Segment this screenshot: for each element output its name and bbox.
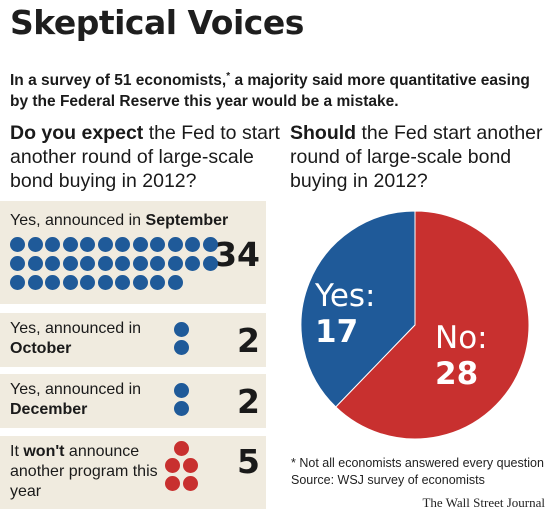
- dot-22: [167, 256, 183, 271]
- dot-29: [80, 275, 95, 290]
- dot-5: [183, 476, 198, 491]
- dot-28: [62, 275, 78, 290]
- row-label-bold: September: [145, 212, 229, 229]
- row-october: Yes, announced in October 2: [0, 313, 266, 367]
- source: Source: WSJ survey of economists: [291, 473, 485, 487]
- dot-2: [174, 340, 189, 355]
- dot-21: [150, 256, 165, 271]
- row-december: Yes, announced in December 2: [0, 374, 266, 428]
- pie-svg: [300, 210, 530, 440]
- dot-19: [115, 256, 130, 271]
- dot-11: [185, 237, 200, 252]
- subtitle-rest: a majority said more quantitative easing…: [10, 72, 530, 111]
- row-label-bold: October: [10, 340, 72, 357]
- row-label: Yes, announced in December: [10, 380, 160, 420]
- left-question-rest: the Fed to start another round of large-…: [10, 122, 280, 192]
- pie-value-yes: 17: [315, 314, 359, 350]
- chart-title: Skeptical Voices: [10, 3, 304, 42]
- pie-chart: Yes: 17 No: 28: [290, 200, 555, 450]
- dot-26: [27, 275, 43, 290]
- row-label-post: announce another program this year: [10, 443, 158, 500]
- dot-2: [165, 458, 180, 473]
- footnote-marker: *: [226, 71, 231, 82]
- dot-2: [174, 401, 189, 416]
- pie-label-yes-text: Yes:: [315, 278, 376, 314]
- dot-31: [115, 275, 130, 290]
- row-label-pre: Yes, announced in: [10, 212, 146, 229]
- pie-label-no: No: 28: [435, 320, 488, 392]
- dot-25: [10, 275, 25, 290]
- dot-10: [167, 237, 183, 252]
- dot-7: [115, 237, 130, 252]
- row-label-bold: won't: [23, 443, 65, 460]
- dot-4: [165, 476, 180, 491]
- dot-5: [80, 237, 95, 252]
- row-count: 2: [237, 321, 260, 360]
- pie-slice-yes: [300, 210, 416, 408]
- dot-34: [167, 275, 183, 290]
- dot-15: [45, 256, 60, 271]
- left-question-lead: Do you expect: [10, 122, 144, 144]
- row-label-pre: It: [10, 443, 24, 460]
- row-label-pre: Yes, announced in: [10, 320, 142, 337]
- dot-14: [27, 256, 43, 271]
- dot-20: [132, 256, 148, 271]
- row-label: Yes, announced in September: [10, 211, 228, 231]
- dot-12: [202, 237, 218, 252]
- subtitle-main: In a survey of 51 economists,: [10, 72, 227, 90]
- chart-subtitle: In a survey of 51 economists,* a majorit…: [10, 66, 530, 112]
- pie-label-yes: Yes: 17: [315, 278, 376, 350]
- dot-17: [80, 256, 95, 271]
- pie-slice-no: [335, 210, 530, 440]
- row-label: Yes, announced in October: [10, 319, 160, 359]
- row-label-pre: Yes, announced in: [10, 381, 142, 398]
- row-label-bold: December: [10, 401, 88, 418]
- left-question: Do you expect the Fed to start another r…: [10, 121, 280, 193]
- dot-16: [62, 256, 78, 271]
- dot-1: [174, 322, 189, 337]
- dot-1: [10, 237, 25, 252]
- dot-2: [27, 237, 43, 252]
- dot-1: [174, 383, 189, 398]
- dot-33: [150, 275, 165, 290]
- dot-8: [132, 237, 148, 252]
- dot-6: [97, 237, 113, 252]
- dot-30: [97, 275, 113, 290]
- dot-9: [150, 237, 165, 252]
- footnote: * Not all economists answered every ques…: [291, 456, 544, 470]
- credit: The Wall Street Journal: [422, 495, 545, 510]
- dot-1: [174, 441, 189, 456]
- dot-18: [97, 256, 113, 271]
- pie-label-no-text: No:: [435, 320, 488, 356]
- row-count: 2: [237, 382, 260, 421]
- row-wont-announce: It won't announce another program this y…: [0, 436, 266, 509]
- dot-3: [45, 237, 60, 252]
- dot-23: [185, 256, 200, 271]
- row-count: 5: [237, 442, 260, 481]
- dot-13: [10, 256, 25, 271]
- right-question-rest: the Fed start another round of large-sca…: [290, 122, 543, 192]
- dot-4: [62, 237, 78, 252]
- dot-24: [202, 256, 218, 271]
- right-question: Should the Fed start another round of la…: [290, 121, 555, 193]
- row-label: It won't announce another program this y…: [10, 442, 160, 502]
- row-count: 34: [214, 235, 260, 274]
- right-question-lead: Should: [290, 122, 357, 144]
- pie-value-no: 28: [435, 356, 479, 392]
- dot-27: [45, 275, 60, 290]
- dot-32: [132, 275, 148, 290]
- dot-3: [183, 458, 198, 473]
- row-september: Yes, announced in September 34: [0, 201, 266, 304]
